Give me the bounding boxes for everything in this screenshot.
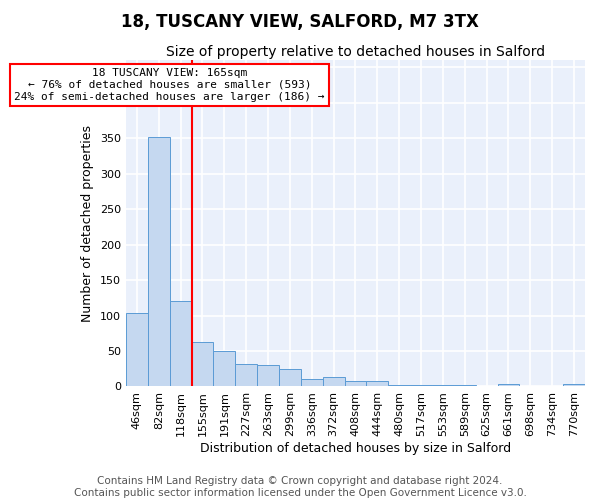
X-axis label: Distribution of detached houses by size in Salford: Distribution of detached houses by size …	[200, 442, 511, 455]
Bar	[323, 376, 344, 386]
Bar	[410, 385, 432, 386]
Bar	[279, 368, 301, 386]
Bar	[214, 351, 235, 386]
Text: 18, TUSCANY VIEW, SALFORD, M7 3TX: 18, TUSCANY VIEW, SALFORD, M7 3TX	[121, 12, 479, 30]
Bar	[257, 365, 279, 386]
Bar	[497, 384, 520, 386]
Text: Contains HM Land Registry data © Crown copyright and database right 2024.
Contai: Contains HM Land Registry data © Crown c…	[74, 476, 526, 498]
Bar	[191, 342, 214, 386]
Bar	[344, 382, 367, 386]
Text: 18 TUSCANY VIEW: 165sqm
← 76% of detached houses are smaller (593)
24% of semi-d: 18 TUSCANY VIEW: 165sqm ← 76% of detache…	[14, 68, 325, 102]
Bar	[170, 302, 191, 386]
Title: Size of property relative to detached houses in Salford: Size of property relative to detached ho…	[166, 45, 545, 59]
Bar	[454, 385, 476, 386]
Bar	[235, 364, 257, 386]
Bar	[126, 312, 148, 386]
Bar	[367, 382, 388, 386]
Bar	[563, 384, 585, 386]
Y-axis label: Number of detached properties: Number of detached properties	[82, 125, 94, 322]
Bar	[301, 378, 323, 386]
Bar	[432, 385, 454, 386]
Bar	[388, 385, 410, 386]
Bar	[148, 138, 170, 386]
